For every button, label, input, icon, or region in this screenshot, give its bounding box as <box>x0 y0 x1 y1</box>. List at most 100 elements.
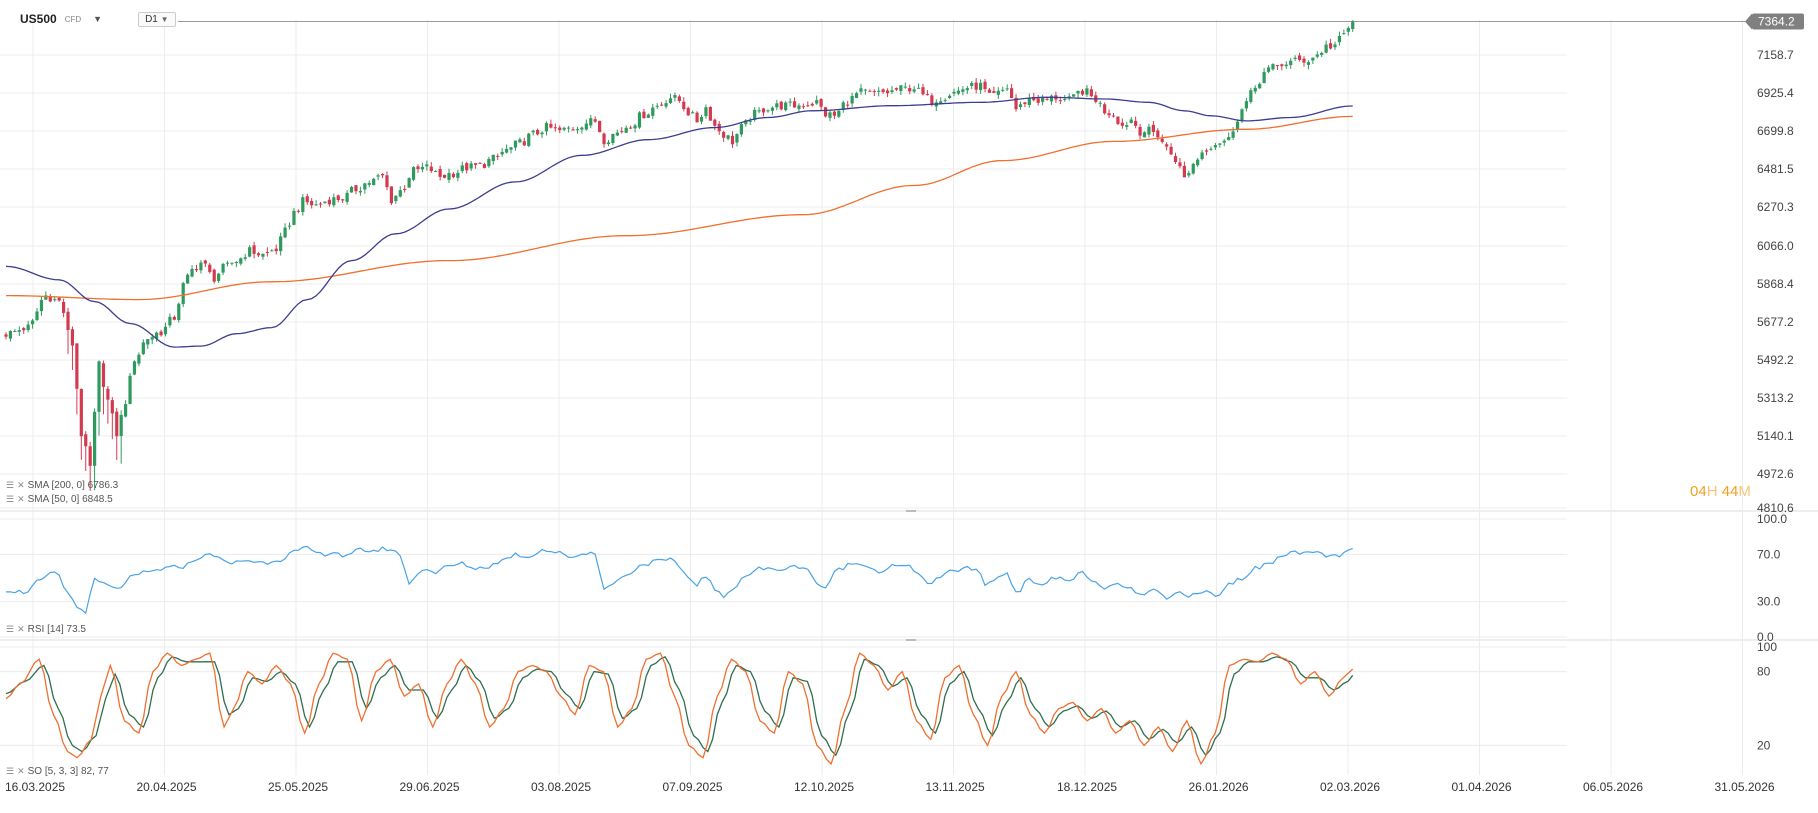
rsi-tick-label: 70.0 <box>1757 547 1781 561</box>
symbol-dropdown-icon[interactable]: ▼ <box>93 14 103 24</box>
candle-body <box>797 105 801 109</box>
y-tick-label: 6699.8 <box>1757 124 1794 138</box>
x-tick-label: 13.11.2025 <box>926 780 985 794</box>
candle-body <box>589 118 593 126</box>
candle-body <box>287 225 292 227</box>
candle-body <box>602 133 606 145</box>
candle-body <box>863 89 868 91</box>
legend-sma200[interactable]: ☰ ✕ SMA [200, 0] 6786.3 <box>6 480 118 491</box>
candle-body <box>633 125 637 129</box>
candle-body <box>513 140 518 148</box>
candle-body <box>730 135 735 145</box>
candle-body <box>828 112 832 118</box>
symbol-type: CFD <box>64 14 82 24</box>
candle-body <box>416 166 420 170</box>
candle-body <box>425 164 429 167</box>
candle-body <box>558 127 562 131</box>
candle-body <box>779 101 783 110</box>
legend-sma50[interactable]: ☰ ✕ SMA [50, 0] 6848.5 <box>6 494 113 505</box>
candle-body <box>1266 67 1271 72</box>
rsi-line <box>5 545 1353 615</box>
candle-body <box>660 104 664 106</box>
so-tick-label: 100 <box>1757 640 1777 654</box>
candle-body <box>504 148 509 153</box>
candle-body <box>593 119 597 122</box>
candle-body <box>801 106 805 108</box>
candle-body <box>846 104 850 106</box>
candle-body <box>283 227 287 238</box>
candle-body <box>1351 21 1355 29</box>
candle-body <box>1032 96 1036 101</box>
candle-body <box>1010 88 1014 99</box>
candle-body <box>141 342 145 355</box>
candle-body <box>567 127 571 129</box>
candle-body <box>354 185 358 192</box>
x-tick-label: 12.10.2025 <box>794 780 854 794</box>
candle-body <box>1346 28 1350 32</box>
candle-body <box>221 263 225 273</box>
settings-icon[interactable]: ☰ <box>6 494 15 504</box>
candle-body <box>553 127 557 129</box>
candle-body <box>1289 60 1293 66</box>
candle-body <box>1306 62 1311 65</box>
candle-body <box>1049 95 1054 102</box>
y-tick-label: 5868.4 <box>1757 277 1794 291</box>
candle-body <box>39 300 44 312</box>
candle-body <box>726 135 730 139</box>
legend-rsi[interactable]: ☰ ✕ RSI [14] 73.5 <box>6 624 86 635</box>
candle-body <box>1244 101 1248 109</box>
candle-body <box>854 93 859 98</box>
candle-body <box>1111 115 1116 117</box>
candle-body <box>132 361 137 375</box>
candle-body <box>1302 58 1306 63</box>
timeframe-select[interactable]: D1 ▼ <box>138 11 176 27</box>
legend-so[interactable]: ☰ ✕ SO [5, 3, 3] 82, 77 <box>6 766 109 777</box>
so-k-line <box>5 652 1354 766</box>
candle-body <box>1036 98 1040 103</box>
candle-body <box>301 197 305 213</box>
settings-icon[interactable]: ☰ <box>6 624 15 634</box>
candle-body <box>832 111 837 116</box>
candle-body <box>1089 89 1093 97</box>
candle-body <box>336 195 340 201</box>
x-tick-label: 31.05.2026 <box>1715 780 1775 794</box>
candle-body <box>1107 113 1111 116</box>
sma200-line <box>6 115 1353 301</box>
candle-body <box>877 90 881 92</box>
candle-body <box>673 95 677 98</box>
symbol-name[interactable]: US500 <box>20 12 57 26</box>
close-icon[interactable]: ✕ <box>17 494 25 504</box>
x-tick-label: 07.09.2025 <box>663 780 723 794</box>
candle-body <box>460 165 464 172</box>
candle-body <box>1072 94 1076 97</box>
candle-body <box>974 82 978 90</box>
candle-body <box>965 88 969 91</box>
candle-body <box>1116 116 1120 124</box>
close-icon[interactable]: ✕ <box>17 624 25 634</box>
candle-body <box>686 107 690 116</box>
settings-icon[interactable]: ☰ <box>6 766 15 776</box>
candle-body <box>146 339 150 345</box>
close-icon[interactable]: ✕ <box>17 480 25 490</box>
close-icon[interactable]: ✕ <box>17 766 25 776</box>
y-tick-label: 4972.6 <box>1757 467 1794 481</box>
price-tag <box>1752 13 1804 30</box>
candle-body <box>115 411 119 437</box>
candle-body <box>420 166 425 170</box>
candle-body <box>1151 124 1155 133</box>
candle-body <box>664 103 668 107</box>
candle-body <box>478 162 482 164</box>
candle-body <box>155 332 159 339</box>
candle-body <box>996 90 1000 95</box>
candle-body <box>1018 104 1023 108</box>
x-tick-label: 20.04.2025 <box>137 780 197 794</box>
candle-body <box>961 89 965 92</box>
rsi-tick-label: 0.0 <box>1757 630 1774 644</box>
settings-icon[interactable]: ☰ <box>6 480 15 490</box>
x-tick-label: 26.01.2026 <box>1189 780 1249 794</box>
candle-body <box>429 166 433 172</box>
candle-body <box>8 330 13 339</box>
pane-resize-handle <box>906 510 916 512</box>
